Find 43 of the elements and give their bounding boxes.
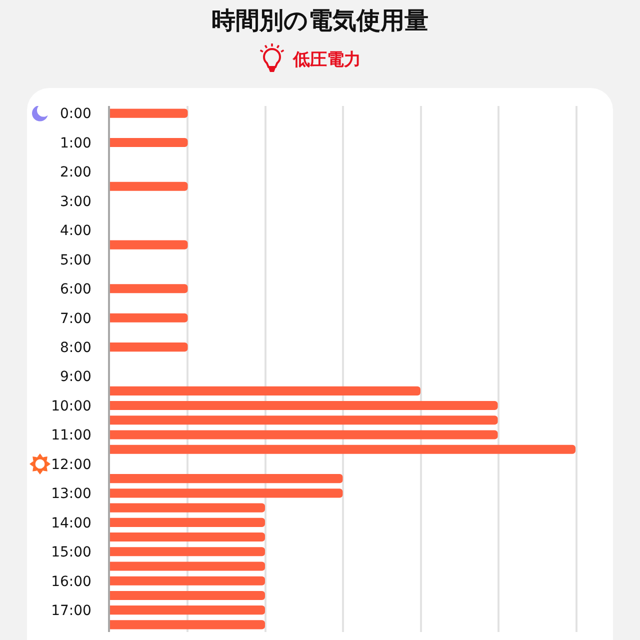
- bar: [110, 386, 420, 396]
- bar: [110, 416, 498, 425]
- bar: [110, 474, 343, 484]
- y-tick-label: 17:00: [51, 602, 92, 619]
- bar: [110, 590, 266, 600]
- y-tick-label: 1:00: [60, 135, 92, 152]
- y-tick-label: 6:00: [60, 282, 92, 298]
- chart-title: 時間別の電気使用量: [212, 6, 428, 34]
- bar: [110, 547, 266, 556]
- y-tick-label: 4:00: [60, 223, 92, 240]
- y-tick-label: 13:00: [51, 486, 92, 502]
- bar: [110, 108, 188, 118]
- y-tick-label: 14:00: [51, 515, 92, 532]
- bar: [110, 444, 576, 454]
- y-tick-label: 16:00: [51, 574, 92, 590]
- y-tick-label: 8:00: [60, 340, 92, 356]
- bar: [110, 562, 266, 571]
- bar: [110, 430, 498, 440]
- y-tick-label: 0:00: [60, 106, 92, 122]
- bar: [110, 532, 266, 542]
- y-tick-label: 5:00: [60, 252, 92, 268]
- bar: [110, 503, 266, 512]
- bar: [110, 138, 188, 148]
- bar: [110, 342, 188, 352]
- y-tick-label: 3:00: [60, 194, 92, 210]
- y-tick-label: 12:00: [51, 456, 92, 473]
- bar: [110, 518, 266, 527]
- bar: [110, 240, 188, 250]
- bar: [110, 488, 343, 498]
- bar: [110, 620, 266, 630]
- bar: [110, 182, 188, 191]
- bar: [110, 284, 188, 294]
- y-tick-label: 2:00: [60, 164, 92, 181]
- bar: [110, 576, 266, 586]
- y-tick-label: 9:00: [60, 369, 92, 386]
- chart-subtitle: 低圧電力: [292, 50, 361, 70]
- y-tick-label: 11:00: [51, 428, 92, 444]
- y-tick-label: 7:00: [60, 310, 92, 327]
- bar: [110, 313, 188, 322]
- y-tick-label: 15:00: [51, 544, 92, 561]
- bar: [110, 401, 498, 410]
- y-tick-label: 10:00: [51, 398, 92, 414]
- bar: [110, 606, 266, 615]
